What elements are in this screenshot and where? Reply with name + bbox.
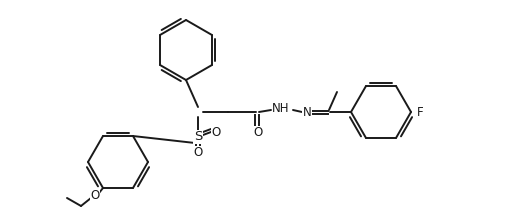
Text: O: O [253,127,262,139]
Text: F: F [417,106,423,119]
Text: O: O [211,126,221,138]
Text: N: N [303,106,312,119]
Text: S: S [194,131,202,144]
Text: O: O [193,146,203,159]
Text: O: O [90,190,100,202]
Text: NH: NH [272,102,290,116]
